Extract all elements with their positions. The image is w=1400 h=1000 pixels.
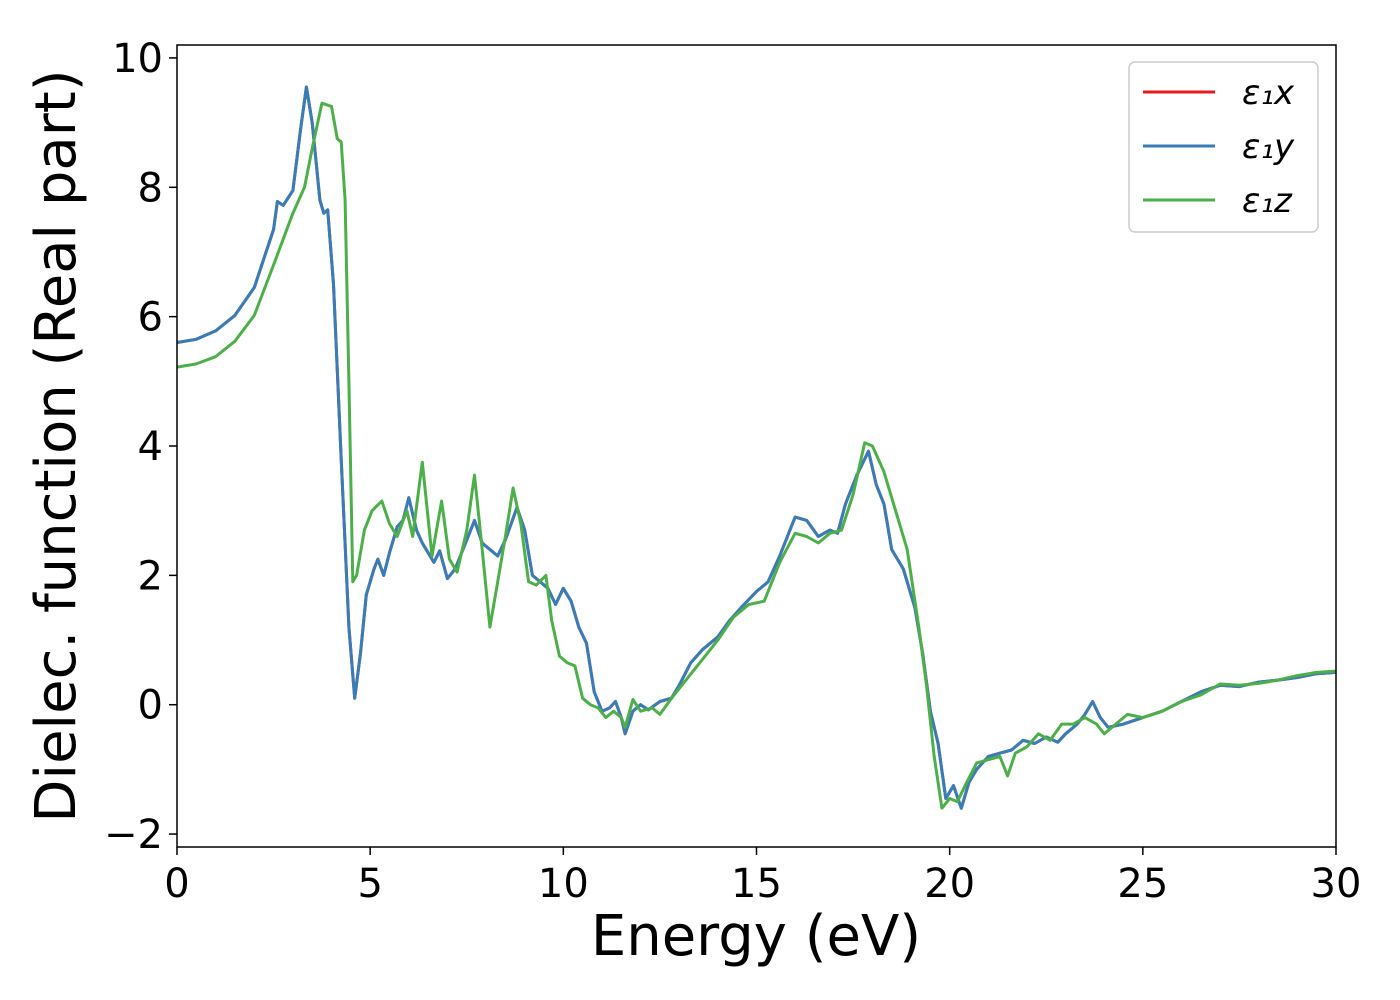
- y-tick-label: 0: [138, 683, 163, 729]
- plot-lines: [177, 85, 1336, 810]
- y-tick-label: 8: [138, 165, 163, 211]
- x-tick-label: 15: [731, 861, 782, 907]
- legend-label-3: ε₁z: [1242, 181, 1293, 221]
- x-axis-label: Energy (eV): [591, 904, 921, 969]
- series-line-2: [177, 85, 1336, 810]
- y-tick-label: 4: [138, 424, 163, 470]
- x-axis-ticks: 0 5 10 15 20 25 30: [164, 847, 1361, 907]
- y-tick-label: 2: [138, 553, 163, 599]
- legend: ε₁x ε₁y ε₁z: [1128, 61, 1319, 233]
- x-tick-label: 20: [924, 861, 975, 907]
- legend-label-2: ε₁y: [1242, 127, 1295, 167]
- x-tick-label: 25: [1117, 861, 1168, 907]
- x-tick-label: 5: [357, 861, 382, 907]
- series-line-3: [177, 101, 1336, 810]
- x-tick-label: 30: [1311, 861, 1362, 907]
- y-axis-ticks: −2 0 2 4 6 8 10: [104, 36, 177, 858]
- y-tick-label: 10: [112, 36, 163, 82]
- x-tick-label: 10: [538, 861, 589, 907]
- y-tick-label: −2: [104, 812, 163, 858]
- legend-label-1: ε₁x: [1242, 73, 1295, 113]
- legend-box: [1128, 61, 1319, 233]
- y-tick-label: 6: [138, 295, 163, 341]
- x-tick-label: 0: [164, 861, 189, 907]
- y-axis-label: Dielec. function (Real part): [24, 69, 89, 822]
